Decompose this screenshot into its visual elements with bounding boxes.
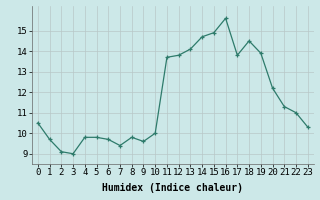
X-axis label: Humidex (Indice chaleur): Humidex (Indice chaleur) bbox=[102, 183, 243, 193]
